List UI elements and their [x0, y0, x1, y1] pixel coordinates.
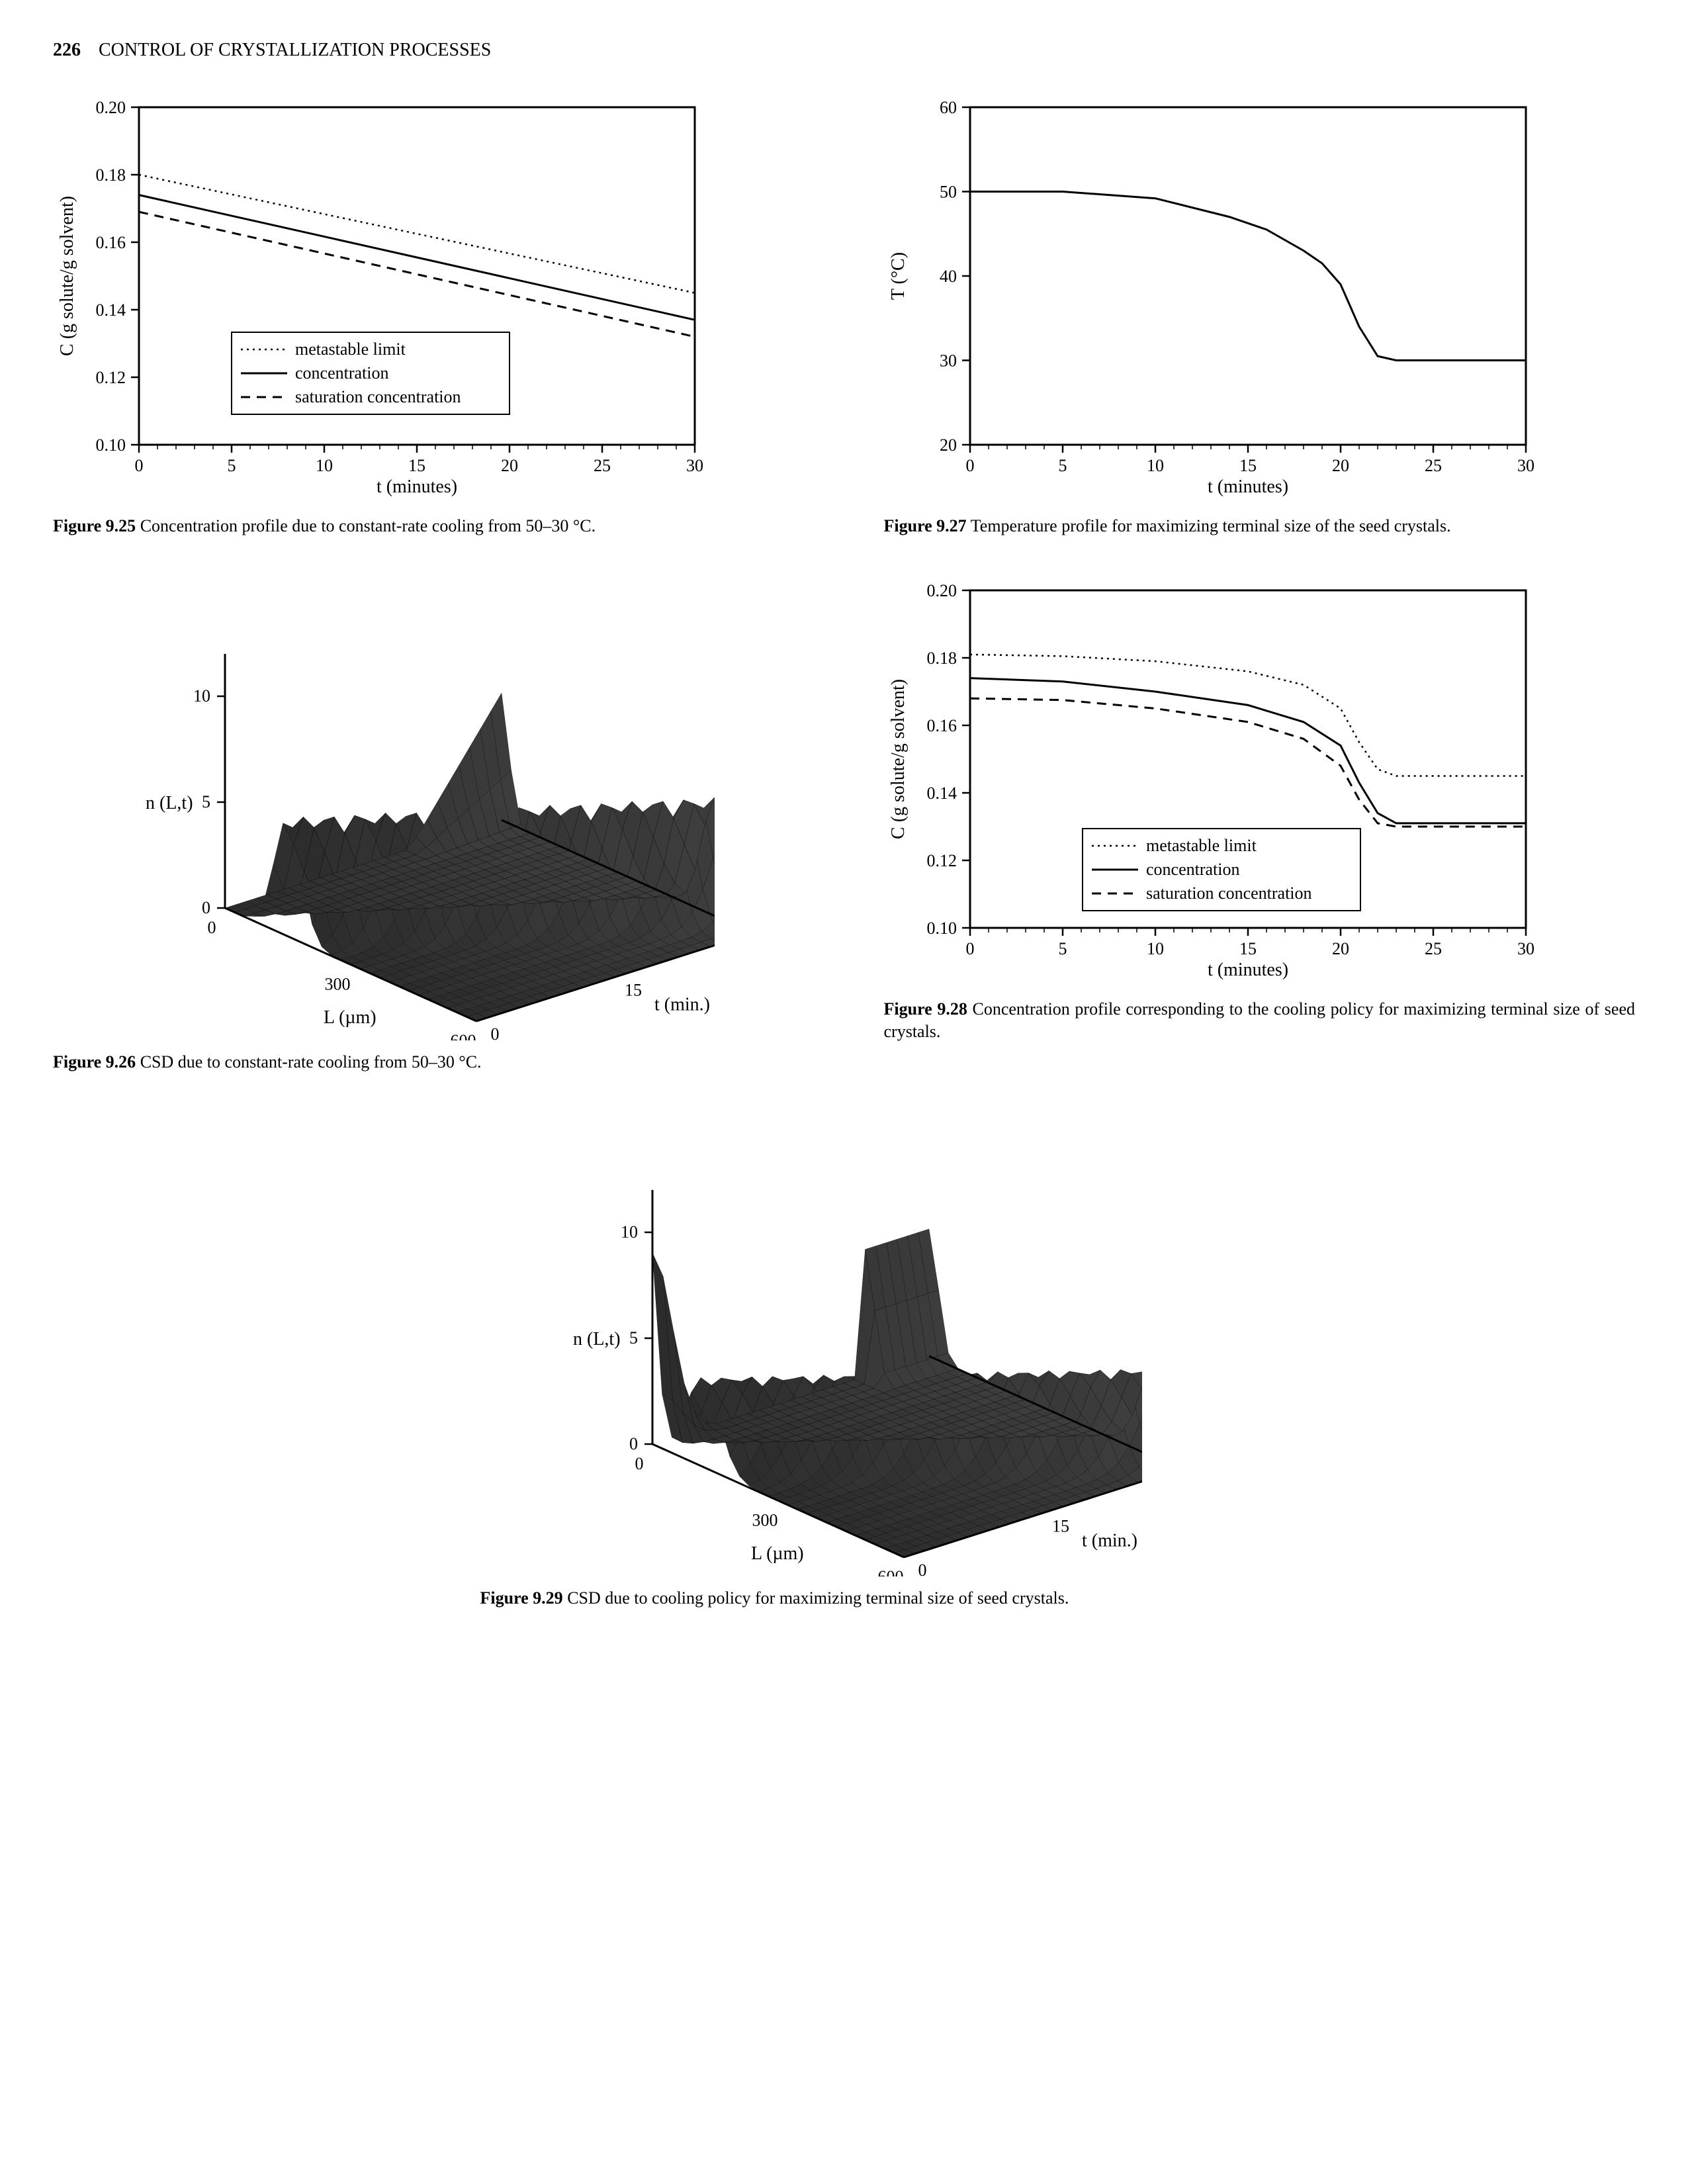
- svg-text:n (L,t): n (L,t): [146, 793, 193, 813]
- svg-text:C (g solute/g solvent): C (g solute/g solvent): [888, 679, 909, 839]
- svg-text:0: 0: [135, 456, 144, 475]
- chart-csd-constant-rate: 0510030060001530n (L,t)L (µm)t (min.): [53, 577, 715, 1040]
- svg-text:L (µm): L (µm): [324, 1007, 377, 1028]
- svg-text:0.12: 0.12: [926, 851, 957, 870]
- svg-text:20: 20: [940, 435, 957, 455]
- svg-text:600: 600: [877, 1567, 903, 1576]
- svg-text:0.14: 0.14: [926, 784, 957, 803]
- svg-text:10: 10: [193, 686, 210, 705]
- svg-text:0: 0: [208, 918, 216, 937]
- svg-text:0: 0: [629, 1434, 638, 1453]
- svg-text:10: 10: [1147, 939, 1164, 958]
- svg-text:t (minutes): t (minutes): [1207, 477, 1288, 497]
- svg-text:15: 15: [408, 456, 425, 475]
- svg-text:20: 20: [1332, 939, 1349, 958]
- svg-text:300: 300: [752, 1510, 777, 1529]
- svg-text:0: 0: [491, 1024, 500, 1040]
- page-title: CONTROL OF CRYSTALLIZATION PROCESSES: [99, 40, 491, 60]
- svg-text:0.18: 0.18: [96, 165, 126, 185]
- caption-9-29: Figure 9.29 CSD due to cooling policy fo…: [480, 1587, 1208, 1610]
- caption-9-27: Figure 9.27 Temperature profile for maxi…: [884, 515, 1636, 537]
- figure-9-29: 0510030060001530n (L,t)L (µm)t (min.) Fi…: [480, 1113, 1208, 1610]
- page-number: 226: [53, 40, 81, 60]
- figure-9-28: 0 5 10 15 20 25 30 0.10 0.12 0.14 0.16 0.18 0.20 t (m…: [884, 577, 1636, 1073]
- figure-9-25: 0 5 10 15 20 25 30 0.10 0.12 0.14 0.16 0.18 0.20 t (m…: [53, 94, 805, 537]
- chart-concentration-profile-opt: 0 5 10 15 20 25 30 0.10 0.12 0.14 0.16 0.18 0.20 t (m…: [884, 577, 1546, 987]
- page-header: 226 CONTROL OF CRYSTALLIZATION PROCESSES: [53, 40, 1635, 61]
- svg-text:30: 30: [940, 351, 957, 371]
- svg-text:t (minutes): t (minutes): [1207, 960, 1288, 980]
- svg-text:0: 0: [918, 1561, 926, 1576]
- svg-text:25: 25: [594, 456, 611, 475]
- svg-text:0.10: 0.10: [96, 435, 126, 455]
- svg-text:10: 10: [316, 456, 333, 475]
- svg-text:5: 5: [629, 1328, 638, 1347]
- svg-text:10: 10: [621, 1222, 638, 1242]
- chart-concentration-profile: 0 5 10 15 20 25 30 0.10 0.12 0.14 0.16 0.18 0.20 t (m…: [53, 94, 715, 504]
- svg-text:0: 0: [965, 939, 974, 958]
- svg-text:60: 60: [940, 98, 957, 117]
- svg-text:saturation concentration: saturation concentration: [295, 387, 461, 406]
- svg-text:30: 30: [1517, 939, 1534, 958]
- caption-9-28: Figure 9.28 Concentration profile corres…: [884, 998, 1636, 1043]
- svg-text:15: 15: [625, 980, 642, 999]
- svg-text:0.20: 0.20: [926, 581, 957, 600]
- svg-text:10: 10: [1147, 456, 1164, 475]
- svg-text:n (L,t): n (L,t): [573, 1329, 621, 1349]
- svg-text:metastable limit: metastable limit: [295, 340, 406, 359]
- svg-text:concentration: concentration: [1146, 860, 1240, 879]
- figure-9-27: 0510152025302030405060t (minutes)T (°C) …: [884, 94, 1636, 537]
- caption-9-26: Figure 9.26 CSD due to constant-rate coo…: [53, 1051, 805, 1073]
- svg-text:40: 40: [940, 267, 957, 286]
- svg-text:600: 600: [451, 1031, 476, 1040]
- caption-9-25: Figure 9.25 Concentration profile due to…: [53, 515, 805, 537]
- svg-text:T (°C): T (°C): [888, 252, 909, 300]
- svg-text:5: 5: [1058, 456, 1067, 475]
- figure-9-26: 0510030060001530n (L,t)L (µm)t (min.) Fi…: [53, 577, 805, 1073]
- svg-text:15: 15: [1052, 1516, 1069, 1535]
- svg-text:30: 30: [686, 456, 703, 475]
- svg-text:30: 30: [1517, 456, 1534, 475]
- svg-text:0.14: 0.14: [96, 300, 126, 320]
- svg-text:C (g solute/g solvent): C (g solute/g solvent): [57, 196, 77, 356]
- svg-text:5: 5: [228, 456, 236, 475]
- svg-text:20: 20: [1332, 456, 1349, 475]
- svg-text:15: 15: [1239, 939, 1257, 958]
- chart-csd-optimal: 0510030060001530n (L,t)L (µm)t (min.): [480, 1113, 1142, 1576]
- svg-text:0.10: 0.10: [926, 919, 957, 938]
- svg-text:L (µm): L (µm): [751, 1543, 804, 1564]
- svg-text:t (minutes): t (minutes): [377, 477, 457, 497]
- svg-text:0.16: 0.16: [96, 233, 126, 252]
- svg-text:25: 25: [1425, 939, 1442, 958]
- svg-text:5: 5: [202, 792, 210, 811]
- svg-text:saturation concentration: saturation concentration: [1146, 884, 1312, 903]
- svg-text:0: 0: [635, 1454, 643, 1473]
- svg-text:0.20: 0.20: [96, 98, 126, 117]
- svg-text:0: 0: [965, 456, 974, 475]
- svg-text:5: 5: [1058, 939, 1067, 958]
- svg-text:300: 300: [325, 974, 351, 993]
- svg-text:20: 20: [501, 456, 518, 475]
- svg-text:0.12: 0.12: [96, 368, 126, 387]
- svg-text:metastable limit: metastable limit: [1146, 836, 1257, 855]
- chart-temperature-profile: 0 5 10 15 20 25 30 20 30 40 50 60 t (minutes) T (°C): [884, 94, 1546, 504]
- svg-text:t (min.): t (min.): [1082, 1530, 1137, 1551]
- svg-text:50: 50: [940, 183, 957, 202]
- svg-text:15: 15: [1239, 456, 1257, 475]
- svg-text:t (min.): t (min.): [654, 994, 710, 1015]
- svg-text:0: 0: [202, 898, 210, 917]
- svg-text:25: 25: [1425, 456, 1442, 475]
- svg-text:0.16: 0.16: [926, 716, 957, 735]
- svg-text:concentration: concentration: [295, 363, 389, 383]
- svg-text:0.18: 0.18: [926, 649, 957, 668]
